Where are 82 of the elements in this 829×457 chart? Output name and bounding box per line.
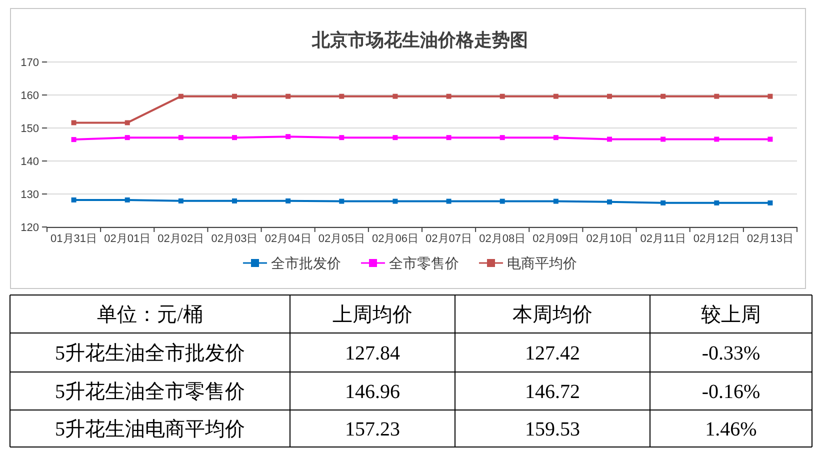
y-tick-label: 140 bbox=[20, 156, 39, 168]
x-tick-label: 02月13日 bbox=[746, 233, 794, 245]
point bbox=[553, 94, 558, 99]
point bbox=[339, 135, 344, 140]
point bbox=[392, 135, 398, 140]
text: 1.46% bbox=[705, 418, 757, 440]
point bbox=[446, 94, 452, 99]
legend-label: 电商平均价 bbox=[507, 255, 577, 271]
y-tick-label: 160 bbox=[20, 90, 39, 102]
point bbox=[768, 136, 773, 142]
point bbox=[124, 120, 130, 126]
point bbox=[553, 135, 558, 140]
x-tick-label: 02月10日 bbox=[586, 233, 633, 245]
point bbox=[660, 200, 666, 206]
text: 5升花生油全市批发价 bbox=[55, 342, 245, 364]
text: 127.42 bbox=[525, 342, 580, 364]
point bbox=[232, 94, 237, 99]
text: 146.96 bbox=[345, 381, 400, 403]
point bbox=[124, 197, 130, 202]
point bbox=[124, 135, 130, 140]
x-tick-label: 02月08日 bbox=[479, 233, 526, 245]
point bbox=[178, 198, 184, 204]
text: 单位：元/桶 bbox=[97, 304, 203, 326]
point bbox=[714, 94, 720, 99]
y-tick-label: 120 bbox=[20, 222, 39, 234]
point bbox=[71, 120, 76, 126]
x-tick-label: 02月01日 bbox=[104, 233, 151, 245]
text: 5升花生油电商平均价 bbox=[55, 418, 245, 440]
x-tick-label: 02月07日 bbox=[426, 233, 472, 245]
legend-label: 全市批发价 bbox=[271, 255, 341, 271]
point bbox=[286, 198, 291, 204]
y-tick-label: 150 bbox=[20, 123, 39, 135]
point bbox=[660, 136, 666, 142]
text: 本周均价 bbox=[512, 304, 592, 326]
point bbox=[339, 94, 344, 99]
point bbox=[714, 136, 720, 142]
point bbox=[607, 136, 612, 142]
point bbox=[446, 135, 452, 140]
point bbox=[232, 135, 237, 140]
point bbox=[768, 200, 773, 206]
point bbox=[500, 135, 505, 140]
x-tick-label: 02月06日 bbox=[372, 233, 418, 245]
point bbox=[392, 94, 398, 99]
point bbox=[71, 137, 76, 142]
point bbox=[714, 200, 720, 206]
text: 159.53 bbox=[525, 418, 580, 440]
point bbox=[607, 199, 612, 204]
x-tick-label: 02月05日 bbox=[318, 233, 365, 245]
x-tick-label: 02月03日 bbox=[211, 233, 258, 245]
x-tick-label: 02月11日 bbox=[640, 233, 686, 245]
point bbox=[286, 134, 291, 140]
text: 上周均价 bbox=[332, 304, 412, 326]
point bbox=[178, 135, 184, 140]
point bbox=[286, 94, 291, 99]
point bbox=[339, 198, 344, 204]
point bbox=[500, 94, 505, 99]
text: 146.72 bbox=[525, 381, 580, 403]
x-tick-label: 02月12日 bbox=[693, 233, 740, 245]
point bbox=[178, 94, 184, 99]
text: 较上周 bbox=[701, 304, 761, 326]
point bbox=[71, 197, 76, 202]
point bbox=[660, 94, 666, 99]
x-tick-label: 02月04日 bbox=[264, 233, 312, 245]
point bbox=[500, 198, 505, 204]
point bbox=[607, 94, 612, 99]
y-tick-label: 130 bbox=[20, 189, 39, 201]
text: 157.23 bbox=[345, 418, 400, 440]
text: -0.16% bbox=[702, 381, 760, 403]
point bbox=[768, 94, 773, 99]
legend-label: 全市零售价 bbox=[389, 255, 459, 271]
x-tick-label: 02月02日 bbox=[158, 233, 204, 245]
text: 127.84 bbox=[345, 342, 400, 364]
text: 5升花生油全市零售价 bbox=[55, 381, 245, 403]
x-tick-label: 01月31日 bbox=[50, 233, 98, 245]
x-tick-label: 02月09日 bbox=[532, 233, 580, 245]
point bbox=[232, 198, 237, 204]
y-tick-label: 170 bbox=[20, 57, 39, 69]
point bbox=[446, 198, 452, 204]
text: -0.33% bbox=[702, 342, 760, 364]
chart-title: 北京市场花生油价格走势图 bbox=[311, 30, 528, 50]
point bbox=[553, 198, 558, 204]
point bbox=[392, 198, 398, 204]
